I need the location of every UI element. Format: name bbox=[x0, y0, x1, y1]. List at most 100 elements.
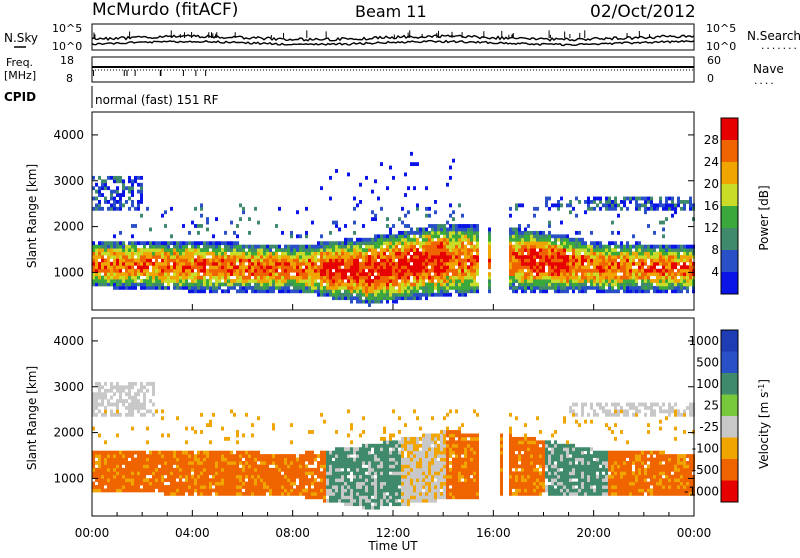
power-cell bbox=[335, 255, 338, 259]
power-cell bbox=[674, 289, 677, 293]
velocity-cell bbox=[119, 385, 122, 389]
velocity-cell bbox=[281, 458, 284, 462]
power-cell bbox=[320, 283, 323, 287]
power-cell bbox=[488, 234, 491, 238]
power-cell bbox=[401, 265, 404, 269]
power-cell bbox=[305, 289, 308, 293]
power-cell bbox=[134, 276, 137, 280]
velocity-cell bbox=[119, 489, 122, 493]
power-cell bbox=[116, 190, 119, 194]
power-cell bbox=[446, 262, 449, 266]
velocity-cell bbox=[371, 478, 374, 482]
power-cell bbox=[188, 262, 191, 266]
power-cell bbox=[452, 286, 455, 290]
power-cell bbox=[452, 210, 455, 214]
velocity-cell bbox=[347, 499, 350, 503]
velocity-cell bbox=[371, 489, 374, 493]
power-cell bbox=[278, 245, 281, 249]
power-cell bbox=[239, 272, 242, 276]
velocity-cell bbox=[389, 475, 392, 479]
power-cell bbox=[326, 269, 329, 273]
power-cell bbox=[443, 283, 446, 287]
velocity-cell bbox=[122, 451, 125, 455]
velocity-cell bbox=[374, 444, 377, 448]
velocity-cell bbox=[341, 485, 344, 489]
power-cell bbox=[569, 283, 572, 287]
velocity-cell bbox=[194, 478, 197, 482]
power-cell bbox=[386, 234, 389, 238]
power-cell bbox=[641, 272, 644, 276]
velocity-cell bbox=[401, 489, 404, 493]
velocity-cell bbox=[350, 458, 353, 462]
power-cell bbox=[296, 279, 299, 283]
velocity-cell bbox=[110, 485, 113, 489]
velocity-cell bbox=[326, 468, 329, 472]
power-cell bbox=[320, 286, 323, 290]
power-cell bbox=[602, 262, 605, 266]
velocity-cell bbox=[377, 468, 380, 472]
power-cell bbox=[176, 262, 179, 266]
velocity-cell bbox=[227, 485, 230, 489]
velocity-cell bbox=[149, 454, 152, 458]
velocity-cell bbox=[122, 454, 125, 458]
power-cell bbox=[650, 286, 653, 290]
power-cell bbox=[239, 289, 242, 293]
power-cell bbox=[380, 252, 383, 256]
velocity-cell bbox=[377, 458, 380, 462]
power-cell bbox=[524, 234, 527, 238]
velocity-cell bbox=[191, 468, 194, 472]
velocity-cell bbox=[344, 468, 347, 472]
power-cell bbox=[416, 203, 419, 207]
velocity-cell bbox=[185, 458, 188, 462]
velocity-cell bbox=[284, 461, 287, 465]
velocity-cell bbox=[182, 492, 185, 496]
power-cell bbox=[143, 241, 146, 245]
power-cell bbox=[368, 283, 371, 287]
power-cell bbox=[266, 265, 269, 269]
power-cell bbox=[509, 258, 512, 262]
power-cell bbox=[365, 255, 368, 259]
power-cell bbox=[359, 255, 362, 259]
power-cell bbox=[476, 252, 479, 256]
power-cell bbox=[257, 283, 260, 287]
power-cell bbox=[434, 241, 437, 245]
velocity-cell bbox=[101, 461, 104, 465]
power-cell bbox=[623, 245, 626, 249]
power-cell bbox=[587, 258, 590, 262]
power-cell bbox=[353, 255, 356, 259]
velocity-cell bbox=[176, 464, 179, 468]
power-cell bbox=[512, 248, 515, 252]
power-cell bbox=[365, 279, 368, 283]
power-cell bbox=[308, 283, 311, 287]
power-cell bbox=[311, 255, 314, 259]
power-cell bbox=[392, 265, 395, 269]
power-cell bbox=[224, 258, 227, 262]
power-cell bbox=[254, 286, 257, 290]
velocity-cell bbox=[407, 464, 410, 468]
velocity-cell bbox=[233, 489, 236, 493]
power-cell bbox=[134, 241, 137, 245]
velocity-cell bbox=[410, 482, 413, 486]
power-cell bbox=[332, 255, 335, 259]
velocity-cell bbox=[170, 471, 173, 475]
power-cell bbox=[107, 186, 110, 190]
velocity-cell bbox=[338, 447, 341, 451]
power-cell bbox=[539, 258, 542, 262]
power-cell bbox=[107, 200, 110, 204]
power-cell bbox=[593, 262, 596, 266]
velocity-cell bbox=[302, 475, 305, 479]
power-cell bbox=[515, 269, 518, 273]
power-cell bbox=[425, 265, 428, 269]
velocity-cell bbox=[215, 475, 218, 479]
velocity-cell bbox=[332, 451, 335, 455]
velocity-cell bbox=[167, 478, 170, 482]
power-cell bbox=[668, 283, 671, 287]
velocity-cell bbox=[269, 492, 272, 496]
power-cell bbox=[98, 207, 101, 211]
power-cell bbox=[509, 231, 512, 235]
power-cell bbox=[146, 272, 149, 276]
power-cell bbox=[359, 265, 362, 269]
velocity-cell bbox=[350, 464, 353, 468]
velocity-cell bbox=[101, 458, 104, 462]
power-cell bbox=[209, 245, 212, 249]
